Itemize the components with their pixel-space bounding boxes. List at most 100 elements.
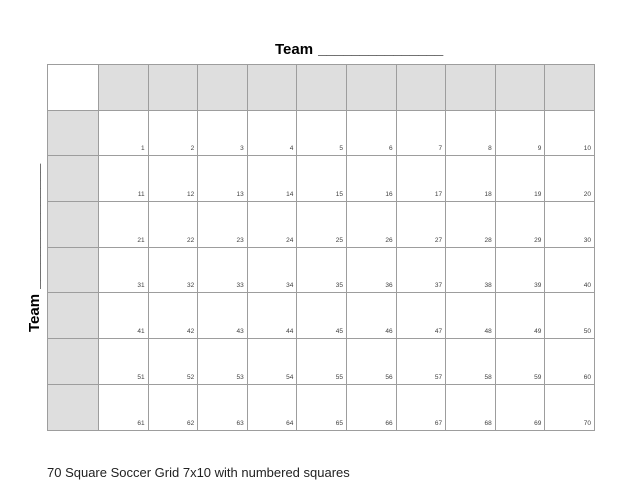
square-number: 43 — [236, 328, 244, 336]
square-number: 47 — [434, 328, 443, 336]
left-team-label-rotated: Team _______________ — [20, 163, 50, 332]
square-number: 14 — [286, 191, 294, 199]
square-cell: 21 — [98, 201, 149, 248]
grid-row: 51 52 53 54 55 56 57 58 59 60 — [47, 338, 595, 385]
square-number: 38 — [484, 282, 492, 290]
square-cell: 70 — [544, 383, 595, 431]
square-cell: 18 — [445, 155, 496, 203]
square-number: 1 — [140, 145, 145, 153]
square-number: 5 — [339, 145, 343, 153]
square-cell: 22 — [147, 201, 199, 248]
square-cell: 37 — [395, 246, 447, 294]
square-number: 69 — [534, 419, 542, 427]
corner-cell — [47, 64, 99, 111]
square-number: 7 — [438, 145, 443, 153]
square-cell: 25 — [296, 201, 347, 248]
square-number: 42 — [186, 328, 195, 336]
top-team-word: Team — [275, 41, 314, 58]
square-cell: 31 — [98, 246, 149, 294]
square-number: 26 — [385, 236, 393, 244]
column-header-cell — [494, 64, 546, 111]
square-cell: 40 — [544, 246, 595, 294]
square-number: 57 — [434, 373, 443, 381]
column-header-cell — [345, 64, 397, 111]
top-team-blank-line: _______________ — [318, 41, 444, 58]
square-number: 29 — [534, 236, 542, 244]
square-cell: 17 — [395, 155, 447, 203]
square-cell: 56 — [345, 338, 397, 385]
square-number: 37 — [434, 282, 443, 290]
square-cell: 50 — [544, 292, 595, 340]
square-number: 53 — [236, 373, 244, 381]
square-cell: 15 — [296, 155, 347, 203]
square-cell: 13 — [197, 155, 248, 203]
left-team-blank-line: _______________ — [26, 163, 43, 289]
header-row — [47, 64, 595, 111]
square-cell: 24 — [246, 201, 298, 248]
square-number: 25 — [335, 236, 343, 244]
square-number: 21 — [137, 236, 145, 244]
square-number: 59 — [534, 373, 542, 381]
square-cell: 36 — [345, 246, 397, 294]
square-number: 36 — [385, 282, 393, 290]
square-cell: 3 — [197, 109, 248, 157]
square-number: 70 — [583, 419, 591, 427]
square-number: 15 — [335, 191, 343, 199]
square-number: 11 — [137, 191, 145, 199]
square-number: 12 — [186, 191, 195, 199]
square-cell: 19 — [494, 155, 546, 203]
square-cell: 4 — [246, 109, 298, 157]
square-number: 33 — [236, 282, 244, 290]
square-number: 48 — [484, 328, 492, 336]
square-number: 52 — [186, 373, 195, 381]
square-cell: 35 — [296, 246, 347, 294]
square-number: 6 — [388, 145, 393, 153]
square-number: 23 — [236, 236, 244, 244]
square-cell: 30 — [544, 201, 595, 248]
square-number: 10 — [583, 145, 591, 153]
square-number: 63 — [236, 419, 244, 427]
square-cell: 57 — [395, 338, 447, 385]
square-cell: 69 — [494, 383, 546, 431]
square-number: 66 — [385, 419, 393, 427]
column-header-cell — [147, 64, 199, 111]
square-number: 19 — [534, 191, 542, 199]
square-cell: 2 — [147, 109, 199, 157]
square-number: 46 — [385, 328, 393, 336]
square-number: 4 — [289, 145, 294, 153]
row-header-cell — [47, 383, 99, 431]
square-number: 13 — [236, 191, 244, 199]
square-cell: 68 — [445, 383, 496, 431]
square-number: 40 — [583, 282, 591, 290]
square-number: 54 — [286, 373, 294, 381]
square-number: 31 — [137, 282, 145, 290]
square-cell: 63 — [197, 383, 248, 431]
square-number: 65 — [335, 419, 343, 427]
square-number: 62 — [186, 419, 195, 427]
square-number: 27 — [434, 236, 443, 244]
square-number: 58 — [484, 373, 492, 381]
square-cell: 51 — [98, 338, 149, 385]
square-number: 68 — [484, 419, 492, 427]
square-cell: 26 — [345, 201, 397, 248]
square-cell: 48 — [445, 292, 496, 340]
square-cell: 59 — [494, 338, 546, 385]
square-cell: 39 — [494, 246, 546, 294]
square-number: 9 — [537, 145, 542, 153]
squares-grid: 1 2 3 4 5 6 7 8 9 10 11 12 13 14 15 16 17 18 19 20 21 22 23 24 2… — [47, 64, 595, 431]
top-team-label: Team _______________ — [275, 41, 443, 58]
row-header-cell — [47, 155, 99, 203]
square-number: 30 — [583, 236, 591, 244]
square-cell: 55 — [296, 338, 347, 385]
square-number: 28 — [484, 236, 492, 244]
grid-row: 1 2 3 4 5 6 7 8 9 10 — [47, 109, 595, 157]
row-header-cell — [47, 338, 99, 385]
square-number: 35 — [335, 282, 343, 290]
grid-row: 41 42 43 44 45 46 47 48 49 50 — [47, 292, 595, 340]
square-number: 60 — [583, 373, 591, 381]
row-header-cell — [47, 201, 99, 248]
grid-row: 11 12 13 14 15 16 17 18 19 20 — [47, 155, 595, 203]
column-header-cell — [544, 64, 595, 111]
square-number: 56 — [385, 373, 393, 381]
